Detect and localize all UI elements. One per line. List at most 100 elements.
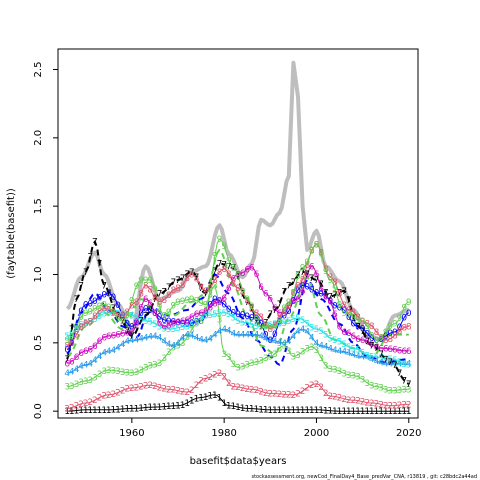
point-mark: 9 (83, 309, 89, 319)
point-mark: 3 (180, 339, 186, 349)
point-mark: 2 (240, 384, 246, 394)
point-mark: 6 (351, 332, 357, 342)
point-mark: 5 (221, 309, 227, 319)
point-mark: 5 (346, 343, 352, 353)
point-mark: 0 (134, 318, 140, 328)
point-mark: 1 (69, 407, 75, 417)
point-mark: 2 (64, 404, 70, 414)
point-mark: 8 (134, 298, 140, 308)
point-mark: 6 (166, 322, 172, 332)
point-mark: 0 (120, 311, 126, 321)
point-mark: 5 (134, 313, 140, 323)
point-mark: 2 (143, 382, 149, 392)
point-mark: 4 (346, 349, 352, 359)
point-mark: 2 (378, 400, 384, 410)
point-mark: 9 (244, 295, 250, 305)
point-mark: 0 (87, 300, 93, 310)
point-mark: 3 (120, 368, 126, 378)
point-mark: 0 (323, 292, 329, 302)
point-mark: 2 (244, 385, 250, 395)
point-mark: 4 (254, 331, 260, 341)
point-mark: 4 (378, 359, 384, 369)
point-mark: 4 (332, 346, 338, 356)
point-mark: 2 (300, 387, 306, 397)
point-mark: 3 (235, 363, 241, 373)
point-mark: 7 (226, 263, 232, 273)
point-mark: 0 (111, 293, 117, 303)
point-mark: 0 (189, 319, 195, 329)
point-mark: 4 (92, 356, 98, 366)
point-mark: 3 (97, 370, 103, 380)
point-mark: 7 (115, 312, 121, 322)
y-tick-label: 2.0 (33, 130, 44, 146)
point-mark: 6 (327, 298, 333, 308)
point-mark: 1 (406, 407, 412, 417)
point-mark: 4 (249, 331, 255, 341)
x-axis: 1960 1980 2000 2020 (119, 418, 421, 439)
point-mark: 5 (87, 317, 93, 327)
point-mark: 1 (244, 404, 250, 414)
point-mark: 7 (295, 271, 301, 281)
point-mark: 5 (124, 311, 130, 321)
point-mark: 3 (207, 290, 213, 300)
series-3-marks: 3333333333333333333333333333333333333333… (64, 281, 411, 396)
point-mark: 4 (281, 339, 287, 349)
point-mark: 7 (351, 314, 357, 324)
y-tick-label: 0.0 (33, 403, 44, 419)
point-mark: 9 (355, 316, 361, 326)
point-mark: 5 (304, 320, 310, 330)
point-mark: 2 (78, 400, 84, 410)
point-mark: 1 (309, 406, 315, 416)
point-mark: 1 (369, 407, 375, 417)
point-mark: 8 (83, 320, 89, 330)
point-mark: 2 (355, 397, 361, 407)
point-mark: 2 (383, 401, 389, 411)
point-mark: 9 (351, 313, 357, 323)
point-mark: 8 (101, 305, 107, 315)
point-mark: 8 (351, 308, 357, 318)
point-mark: 8 (189, 271, 195, 281)
point-mark: 2 (134, 384, 140, 394)
point-mark: 7 (157, 290, 163, 300)
point-mark: 8 (115, 311, 121, 321)
point-mark: 5 (171, 325, 177, 335)
point-mark: 8 (78, 323, 84, 333)
point-mark: 1 (226, 402, 232, 412)
point-mark: 5 (138, 316, 144, 326)
point-mark: 5 (101, 310, 107, 320)
point-mark: 1 (346, 407, 352, 417)
point-mark: 0 (175, 318, 181, 328)
point-mark: 7 (267, 310, 273, 320)
point-mark: 9 (374, 336, 380, 346)
point-mark: 3 (78, 378, 84, 388)
point-mark: 1 (378, 407, 384, 417)
series-line-11 (66, 273, 409, 366)
point-mark: 5 (267, 321, 273, 331)
point-mark: 1 (314, 406, 320, 416)
point-mark: 8 (281, 309, 287, 319)
point-mark: 3 (263, 354, 269, 364)
series-line (66, 273, 409, 366)
point-mark: 0 (221, 300, 227, 310)
point-mark: 8 (304, 261, 310, 271)
y-axis-title: (faytable(basefit)) (6, 188, 17, 279)
point-mark: 8 (364, 320, 370, 330)
point-mark: 4 (263, 335, 269, 345)
point-mark: 8 (249, 305, 255, 315)
point-mark: 9 (341, 309, 347, 319)
point-mark: 6 (180, 317, 186, 327)
point-mark: 1 (143, 404, 149, 414)
point-mark: 3 (332, 366, 338, 376)
point-mark: 0 (272, 330, 278, 340)
point-mark: 3 (355, 373, 361, 383)
point-mark: 0 (101, 291, 107, 301)
point-mark: 5 (341, 340, 347, 350)
point-mark: 1 (351, 407, 357, 417)
series-line (67, 243, 409, 347)
point-mark: 1 (184, 399, 190, 409)
point-mark: 2 (314, 380, 320, 390)
point-mark: 0 (369, 334, 375, 344)
point-mark: 4 (314, 339, 320, 349)
point-mark: 2 (397, 401, 403, 411)
point-mark: 9 (383, 328, 389, 338)
